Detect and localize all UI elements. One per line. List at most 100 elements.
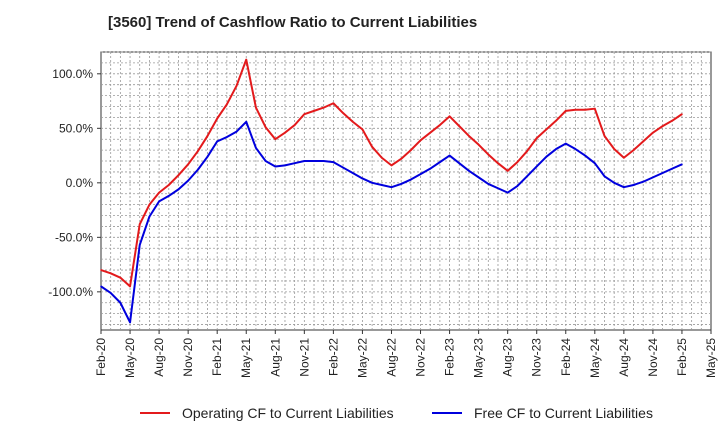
- data-point-free-cf: [138, 244, 141, 246]
- x-tick-label: Aug-21: [268, 338, 282, 377]
- data-point-free-cf: [264, 160, 267, 162]
- data-point-free-cf: [284, 164, 286, 167]
- x-tick-label: May-21: [239, 338, 253, 378]
- data-point-free-cf: [623, 186, 625, 188]
- data-point-operating-cf: [652, 131, 654, 134]
- data-point-free-cf: [535, 165, 538, 168]
- data-point-operating-cf: [138, 223, 141, 226]
- data-point-free-cf: [458, 162, 461, 164]
- data-point-free-cf: [506, 191, 509, 194]
- data-point-free-cf: [303, 160, 306, 162]
- data-point-free-cf: [613, 182, 615, 184]
- data-point-operating-cf: [681, 113, 683, 115]
- x-tick-label: Feb-21: [210, 338, 224, 376]
- data-point-operating-cf: [594, 107, 596, 110]
- data-point-operating-cf: [506, 170, 509, 172]
- data-point-operating-cf: [255, 106, 257, 109]
- x-tick-label: Aug-23: [501, 338, 515, 377]
- data-point-free-cf: [497, 187, 499, 190]
- data-point-free-cf: [477, 176, 480, 179]
- data-point-operating-cf: [439, 124, 441, 126]
- data-point-operating-cf: [177, 174, 180, 176]
- data-point-free-cf: [661, 172, 664, 174]
- data-point-free-cf: [274, 165, 277, 168]
- data-point-operating-cf: [545, 128, 548, 131]
- legend-label-operating-cf: Operating CF to Current Liabilities: [182, 405, 394, 421]
- data-point-free-cf: [313, 160, 315, 162]
- x-tick-label: Aug-22: [384, 338, 398, 377]
- data-point-free-cf: [419, 173, 422, 175]
- data-point-operating-cf: [661, 125, 664, 127]
- data-point-operating-cf: [342, 112, 344, 114]
- data-point-operating-cf: [526, 150, 528, 153]
- data-point-free-cf: [216, 140, 218, 143]
- data-point-free-cf: [642, 180, 645, 183]
- data-point-free-cf: [555, 148, 557, 150]
- legend-swatch-operating-cf: [140, 412, 170, 414]
- data-point-free-cf: [671, 167, 674, 170]
- data-point-free-cf: [632, 184, 635, 186]
- data-point-operating-cf: [226, 103, 228, 106]
- data-point-free-cf: [109, 292, 112, 294]
- data-point-operating-cf: [235, 84, 238, 87]
- data-point-free-cf: [681, 163, 683, 166]
- x-tick-label: Nov-21: [297, 338, 311, 377]
- data-point-free-cf: [574, 148, 577, 150]
- data-point-operating-cf: [400, 158, 402, 160]
- data-point-free-cf: [332, 161, 335, 163]
- data-point-operating-cf: [613, 148, 615, 150]
- x-tick-label: May-25: [704, 338, 718, 378]
- x-tick-label: Feb-25: [675, 338, 689, 376]
- data-point-operating-cf: [642, 140, 645, 143]
- data-point-free-cf: [594, 162, 596, 164]
- data-point-free-cf: [167, 195, 170, 197]
- data-point-operating-cf: [419, 139, 422, 142]
- legend-item-free-cf: Free CF to Current Liabilities: [432, 405, 653, 421]
- data-point-operating-cf: [119, 276, 122, 279]
- data-point-free-cf: [119, 301, 122, 304]
- x-tick-label: Feb-20: [94, 338, 108, 376]
- data-point-free-cf: [429, 167, 432, 170]
- data-point-operating-cf: [477, 143, 480, 146]
- data-point-free-cf: [390, 186, 393, 188]
- data-point-operating-cf: [380, 156, 383, 159]
- data-point-operating-cf: [264, 126, 267, 129]
- data-point-free-cf: [652, 176, 654, 179]
- data-point-free-cf: [100, 285, 102, 288]
- data-point-free-cf: [226, 136, 228, 138]
- x-tick-label: Aug-20: [152, 338, 166, 377]
- legend-label-free-cf: Free CF to Current Liabilities: [474, 405, 653, 421]
- legend-swatch-free-cf: [432, 412, 462, 414]
- data-point-operating-cf: [109, 272, 112, 275]
- data-point-free-cf: [439, 161, 441, 163]
- data-point-free-cf: [564, 142, 567, 145]
- data-point-operating-cf: [187, 163, 189, 166]
- data-point-operating-cf: [487, 153, 490, 156]
- data-point-free-cf: [158, 200, 160, 203]
- data-point-operating-cf: [564, 110, 567, 112]
- data-point-operating-cf: [158, 191, 160, 194]
- data-point-free-cf: [351, 172, 354, 174]
- data-point-free-cf: [545, 155, 548, 158]
- chart-title: [3560] Trend of Cashflow Ratio to Curren…: [108, 14, 478, 31]
- data-point-operating-cf: [429, 131, 432, 134]
- data-point-free-cf: [448, 154, 451, 157]
- x-tick-label: Nov-23: [530, 338, 544, 377]
- data-point-free-cf: [526, 175, 528, 178]
- data-point-operating-cf: [390, 164, 393, 167]
- x-tick-label: May-22: [355, 338, 369, 378]
- data-point-operating-cf: [129, 285, 131, 288]
- data-point-operating-cf: [206, 135, 209, 137]
- data-point-free-cf: [197, 168, 199, 171]
- data-point-operating-cf: [448, 115, 451, 118]
- data-point-operating-cf: [100, 269, 102, 271]
- data-point-free-cf: [245, 120, 248, 123]
- x-tick-label: Feb-22: [326, 338, 340, 376]
- x-tick-label: Aug-24: [617, 338, 631, 377]
- data-point-operating-cf: [516, 161, 519, 163]
- data-point-operating-cf: [535, 137, 538, 139]
- data-point-free-cf: [516, 185, 519, 187]
- data-point-operating-cf: [497, 162, 499, 164]
- data-point-free-cf: [293, 162, 296, 164]
